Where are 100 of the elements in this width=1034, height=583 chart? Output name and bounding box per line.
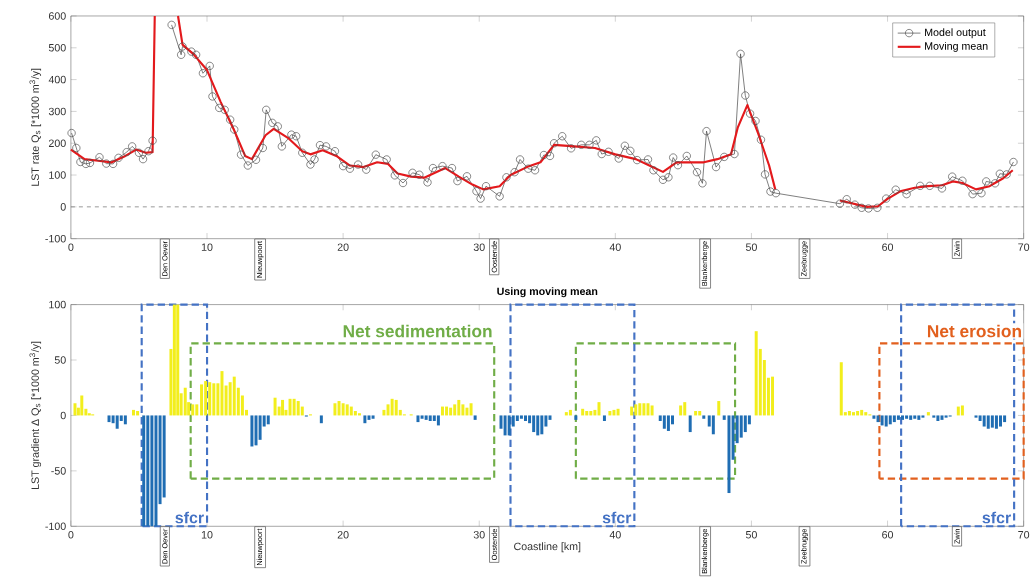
bar bbox=[589, 410, 593, 416]
bar bbox=[662, 415, 666, 429]
bar bbox=[176, 304, 180, 416]
y-tick-label: -50 bbox=[51, 466, 66, 475]
bar bbox=[585, 410, 589, 416]
bar bbox=[345, 404, 349, 416]
bar bbox=[901, 415, 905, 420]
bar bbox=[250, 415, 254, 447]
bar bbox=[960, 405, 964, 416]
bar bbox=[191, 404, 195, 416]
bar bbox=[564, 412, 568, 416]
bar bbox=[292, 398, 296, 416]
bar bbox=[337, 400, 341, 416]
bar bbox=[616, 408, 620, 416]
bar bbox=[80, 395, 84, 416]
bar bbox=[115, 415, 119, 429]
annotation: Net erosion bbox=[927, 324, 1021, 338]
bar bbox=[990, 415, 994, 428]
bar bbox=[183, 387, 187, 416]
y-tick-label: 0 bbox=[60, 202, 66, 211]
x-tick-label: 30 bbox=[473, 530, 485, 539]
x-tick-label: 20 bbox=[337, 243, 349, 251]
bar bbox=[540, 415, 544, 435]
bar bbox=[296, 400, 300, 416]
bar bbox=[892, 415, 896, 422]
bar bbox=[536, 415, 540, 436]
bar bbox=[574, 415, 578, 420]
x-tick-label: 10 bbox=[201, 530, 213, 539]
bar bbox=[195, 404, 199, 416]
bar bbox=[200, 384, 204, 416]
annotation: sfcr bbox=[982, 511, 1011, 524]
legend-label: Model output bbox=[925, 28, 986, 39]
bar bbox=[888, 415, 892, 425]
bar bbox=[932, 415, 936, 418]
bar bbox=[702, 415, 706, 419]
bar bbox=[688, 415, 692, 432]
bar bbox=[158, 415, 162, 505]
bar bbox=[666, 415, 670, 431]
bar bbox=[469, 403, 473, 416]
bar bbox=[154, 415, 158, 527]
chart-title: Using moving mean bbox=[497, 287, 598, 298]
annotation: Net sedimentation bbox=[343, 324, 492, 338]
bar bbox=[333, 403, 337, 416]
bar bbox=[698, 410, 702, 416]
bar bbox=[273, 397, 277, 416]
bar bbox=[212, 383, 216, 416]
bar bbox=[416, 415, 420, 422]
bar bbox=[847, 410, 851, 416]
bar bbox=[876, 415, 880, 422]
bar bbox=[940, 415, 944, 420]
bar bbox=[367, 415, 371, 420]
y-tick-label: 400 bbox=[48, 75, 66, 84]
bar bbox=[679, 405, 683, 416]
bar bbox=[597, 402, 601, 416]
bar bbox=[711, 415, 715, 435]
bar bbox=[473, 415, 477, 420]
bar bbox=[926, 412, 930, 416]
bar bbox=[872, 415, 876, 419]
y-tick-label: 600 bbox=[48, 12, 66, 20]
bar bbox=[683, 402, 687, 416]
bar bbox=[465, 407, 469, 416]
x-axis-title: Coastline [km] bbox=[514, 542, 581, 553]
x-tick-label: 0 bbox=[68, 243, 74, 251]
bar bbox=[420, 415, 424, 419]
bar bbox=[436, 415, 440, 426]
bar bbox=[608, 410, 612, 416]
x-tick-label: 10 bbox=[201, 243, 213, 251]
bar bbox=[909, 415, 913, 420]
bar bbox=[602, 415, 606, 421]
bar bbox=[281, 399, 285, 416]
bar bbox=[917, 415, 921, 420]
bar bbox=[532, 415, 536, 432]
bar bbox=[142, 415, 146, 527]
bar bbox=[856, 410, 860, 416]
bar bbox=[208, 382, 212, 416]
x-tick-label: 30 bbox=[473, 243, 485, 251]
bar bbox=[73, 403, 77, 416]
bar bbox=[986, 415, 990, 429]
bar bbox=[754, 331, 758, 416]
bar bbox=[204, 380, 208, 416]
bar bbox=[921, 415, 925, 418]
x-tick-label: 0 bbox=[68, 530, 74, 539]
bar bbox=[353, 410, 357, 416]
bar bbox=[839, 362, 843, 416]
bar bbox=[638, 403, 642, 416]
y-axis-title: LST rate Q$_{s}$ [*1000 m$^{3}$/y] bbox=[29, 68, 42, 186]
y-tick-label: 200 bbox=[48, 139, 66, 147]
bar bbox=[864, 412, 868, 416]
bar bbox=[503, 415, 507, 436]
x-tick-label: 60 bbox=[882, 243, 894, 251]
bar bbox=[524, 415, 527, 421]
y-tick-label: 50 bbox=[54, 356, 66, 364]
bar bbox=[642, 403, 646, 416]
bar bbox=[581, 408, 585, 416]
bar bbox=[432, 415, 436, 421]
bar bbox=[884, 415, 888, 427]
x-tick-label: 60 bbox=[882, 530, 894, 539]
y-tick-label: 500 bbox=[48, 43, 66, 52]
bar bbox=[461, 404, 465, 416]
x-tick-label: 50 bbox=[745, 243, 757, 251]
